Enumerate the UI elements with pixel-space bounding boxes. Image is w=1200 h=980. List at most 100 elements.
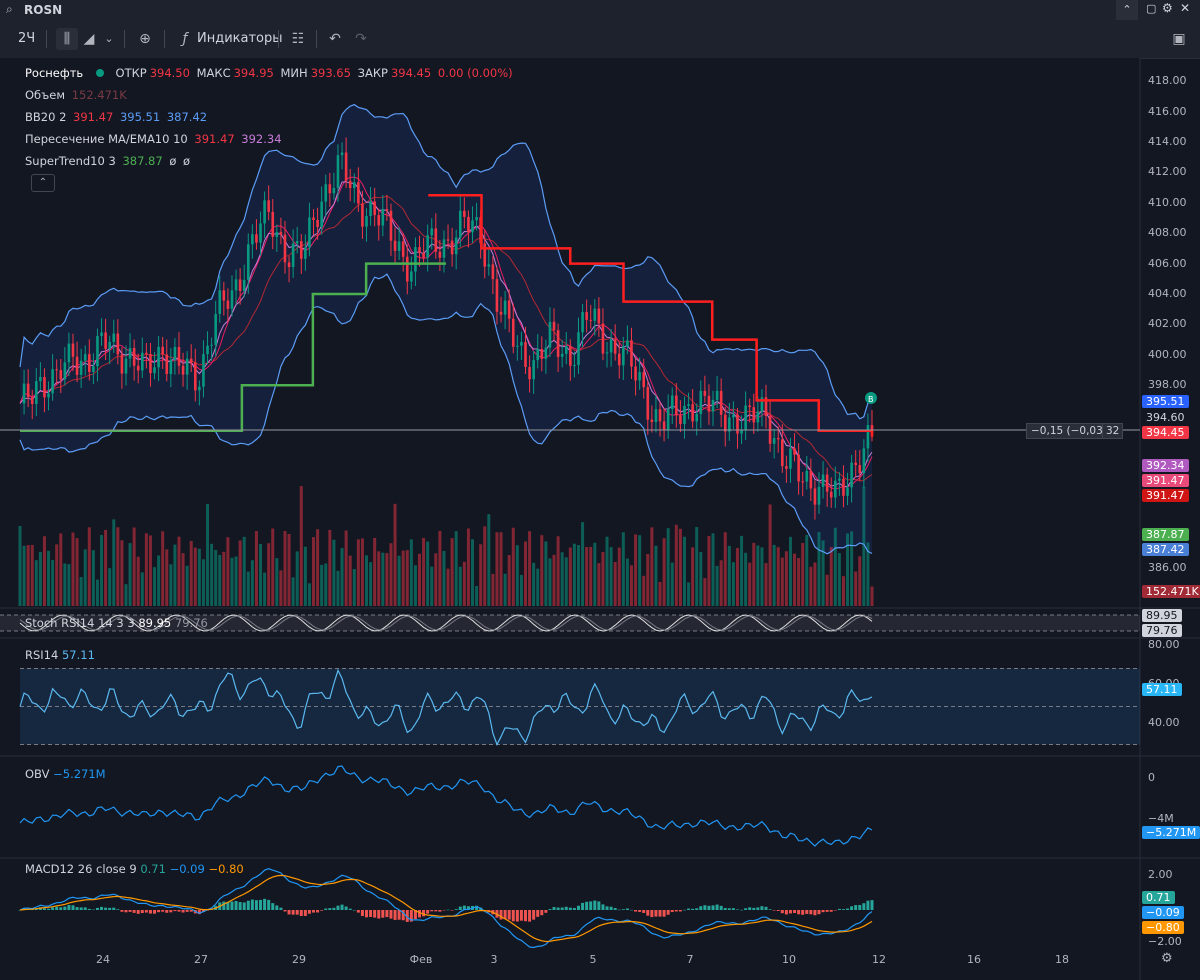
macd-hist-bar <box>764 906 768 910</box>
chart-canvas[interactable]: B <box>0 58 1200 980</box>
volume-bar <box>731 562 735 606</box>
candle-body <box>728 417 731 432</box>
candle-body <box>222 290 226 301</box>
price-change-text: −0,15 (−0,03%) <box>1031 425 1117 437</box>
compare-add-icon[interactable]: ⊕ <box>139 31 151 47</box>
redo-icon[interactable]: ↷ <box>355 31 367 47</box>
macd-hist-bar <box>654 910 658 917</box>
close-icon[interactable]: ✕ <box>1180 1 1191 15</box>
undo-icon[interactable]: ↶ <box>329 31 341 47</box>
volume-bar <box>373 537 377 606</box>
ma-value: 391.47 <box>194 132 235 146</box>
obv-legend[interactable]: OBV −5.271M <box>25 767 106 781</box>
volume-bar <box>148 535 152 606</box>
macd-hist-bar <box>389 910 393 919</box>
candle-body <box>393 240 397 251</box>
volume-label: Объем <box>25 88 66 102</box>
volume-bar <box>499 532 503 606</box>
bb-area <box>20 104 872 554</box>
macd-hist-bar <box>116 909 120 910</box>
volume-bar <box>389 543 393 606</box>
volume-bar <box>629 565 633 606</box>
candle-body <box>507 300 511 319</box>
collapse-legend-button[interactable]: ⌃ <box>31 174 55 192</box>
candles-icon[interactable]: ⫼ <box>56 28 78 50</box>
candle-body <box>361 203 364 227</box>
candle-body <box>132 348 136 366</box>
volume-bar <box>605 536 609 606</box>
macd-hist-bar <box>666 910 670 915</box>
macd-hist-bar <box>83 907 87 910</box>
bollinger-fill <box>20 104 872 554</box>
macd-hist-bar <box>181 910 185 913</box>
settings-icon[interactable]: ⚙ <box>1162 1 1173 15</box>
volume-bar <box>214 549 218 606</box>
area-chart-icon[interactable]: ◢ <box>83 31 95 47</box>
candle-body <box>552 321 556 331</box>
volume-bar <box>837 553 841 606</box>
macd-hist-bar <box>601 904 605 910</box>
macd-hist-bar <box>841 909 845 910</box>
candle-body <box>26 383 30 398</box>
restore-window-icon[interactable]: ▢ <box>1146 2 1157 15</box>
collapse-icon[interactable]: ⌃ <box>1116 0 1138 20</box>
instrument-name[interactable]: Роснефть <box>25 66 84 80</box>
chevron-down-icon[interactable]: ⌄ <box>104 32 114 45</box>
buy-signal-marker[interactable] <box>865 392 877 404</box>
volume-bar <box>581 522 585 606</box>
volume-bar <box>299 486 303 606</box>
candle-body <box>471 220 474 233</box>
volume-bar <box>193 547 197 606</box>
candle-body <box>601 323 605 354</box>
candle-body <box>707 395 711 412</box>
bb-up-value: 395.51 <box>119 110 161 124</box>
open-label: ОТКР <box>115 66 147 80</box>
supertrend-legend[interactable]: SuperTrend10 3 387.87 ø ø <box>25 154 193 168</box>
macd-hist-bar <box>79 907 83 910</box>
candle-body <box>589 319 593 321</box>
symbol-name[interactable]: ROSN <box>24 3 63 17</box>
macd-hist-bar <box>866 900 870 910</box>
volume-bar <box>479 544 483 606</box>
price-tick: 406.00 <box>1148 256 1187 270</box>
search-icon[interactable]: ⌕ <box>6 2 13 16</box>
macd-hist-bar <box>805 910 809 914</box>
volume-bar <box>55 544 59 606</box>
interval-button[interactable]: 2Ч <box>18 31 36 46</box>
macd-hist-bar <box>625 908 629 910</box>
stoch-rsi-legend[interactable]: Stoch RSI14 14 3 3 89.95 79.76 <box>25 616 208 630</box>
macd-hist-bar <box>870 900 874 910</box>
candle-body <box>246 244 250 280</box>
volume-bar <box>723 532 727 606</box>
price-tick: 402.00 <box>1148 317 1187 331</box>
ma-legend[interactable]: Пересечение MA/EMA10 10 391.47 392.34 <box>25 132 285 146</box>
layout-grid-icon[interactable]: ☷ <box>291 31 305 47</box>
volume-bar <box>613 561 617 606</box>
volume-bar <box>263 572 267 606</box>
axis-settings-icon[interactable]: ⚙ <box>1161 951 1173 966</box>
candle-body <box>316 220 319 227</box>
symbol-search-bar[interactable]: ⌕ ROSN ⌃ ▢ ⚙ ✕ <box>0 0 1200 21</box>
macd-hist-bar <box>858 904 862 910</box>
macd-hist-bar <box>621 909 625 910</box>
ema-line <box>19 181 873 488</box>
macd-hist-bar <box>617 909 621 911</box>
candle-body <box>597 308 601 324</box>
macd-hist-bar <box>829 910 833 912</box>
candle-body <box>124 358 128 374</box>
macd-hist-bar <box>862 903 866 910</box>
camera-icon[interactable]: ▣ <box>1172 31 1186 47</box>
volume-legend[interactable]: Объем 152.471K <box>25 88 130 102</box>
macd-hist-bar <box>813 910 817 916</box>
rsi-legend[interactable]: RSI14 57.11 <box>25 648 95 662</box>
volume-bar <box>850 531 854 606</box>
macd-hist-bar <box>450 910 454 911</box>
bb-legend[interactable]: BB20 2 391.47 395.51 387.42 <box>25 110 210 124</box>
candle-body <box>357 182 360 204</box>
macd-legend[interactable]: MACD12 26 close 9 0.71 −0.09 −0.80 <box>25 862 244 876</box>
candle-body <box>263 200 266 224</box>
volume-bar <box>536 568 540 606</box>
candle-body <box>283 234 287 263</box>
indicators-icon[interactable]: ƒ <box>182 31 188 47</box>
indicators-button[interactable]: Индикаторы <box>197 31 283 46</box>
